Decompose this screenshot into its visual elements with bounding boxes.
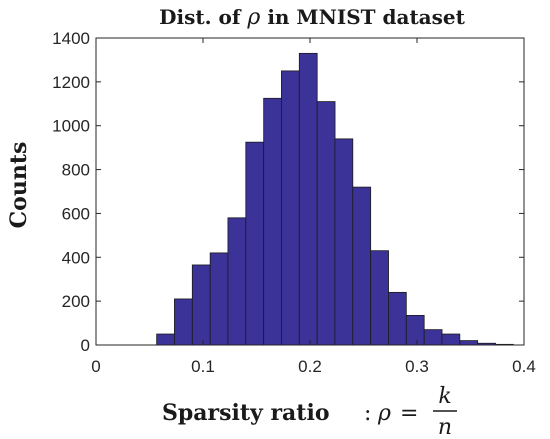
histogram-bar [370,250,389,346]
histogram-bars [156,52,514,346]
x-axis-label-text: Sparsity ratio [162,400,330,426]
histogram-bar [459,340,479,346]
histogram-bar [227,217,247,346]
y-tick-label: 1400 [52,29,90,48]
x-tick-label: 0.4 [512,357,536,376]
x-axis-label-denominator: n [438,415,452,439]
y-tick-label: 200 [62,292,90,311]
chart-title-prefix: Dist. of [159,5,242,29]
y-tick-label: 800 [62,161,90,180]
chart-title: Dist. of ρ in MNIST dataset [159,5,465,30]
histogram-bar [174,298,193,346]
chart-title-suffix: in MNIST dataset [267,5,465,29]
x-axis-label: Sparsity ratio : ρ = k n [162,384,457,439]
axes [95,37,525,346]
y-tick-label: 600 [62,204,90,223]
chart-title-symbol: ρ [246,5,260,30]
histogram-bar [316,101,336,346]
x-axis-label-colon: : [364,401,371,426]
x-tick-label: 0.1 [191,357,215,376]
y-tick-label: 400 [62,248,90,267]
histogram-bar [352,186,372,346]
histogram-bar [156,333,175,346]
histogram-bar [245,141,265,346]
histogram-bar [298,52,318,346]
x-axis-label-numerator: k [438,384,451,409]
histogram-bar [209,252,229,346]
histogram-bar [405,314,425,346]
histogram-bar [423,329,443,346]
x-tick-label: 0.2 [298,357,322,376]
histogram-bar [191,264,211,346]
y-tick-label: 1200 [52,73,90,92]
histogram-bar [334,138,354,346]
y-axis-label: Counts [6,142,32,229]
histogram-bar [388,291,407,346]
x-axis-label-equals: = [400,401,418,426]
y-tick-label: 1000 [52,117,90,136]
x-tick-label: 0 [91,357,100,376]
tick-labels: 0 0.1 0.2 0.3 0.4 0 200 400 600 800 1000 1200 1400 [52,29,536,376]
y-tick-label: 0 [81,336,90,355]
histogram-bar [281,70,300,346]
x-axis-label-symbol: ρ [377,401,391,426]
histogram-bar [441,333,461,346]
x-tick-label: 0.3 [405,357,429,376]
histogram-bar [263,97,282,346]
